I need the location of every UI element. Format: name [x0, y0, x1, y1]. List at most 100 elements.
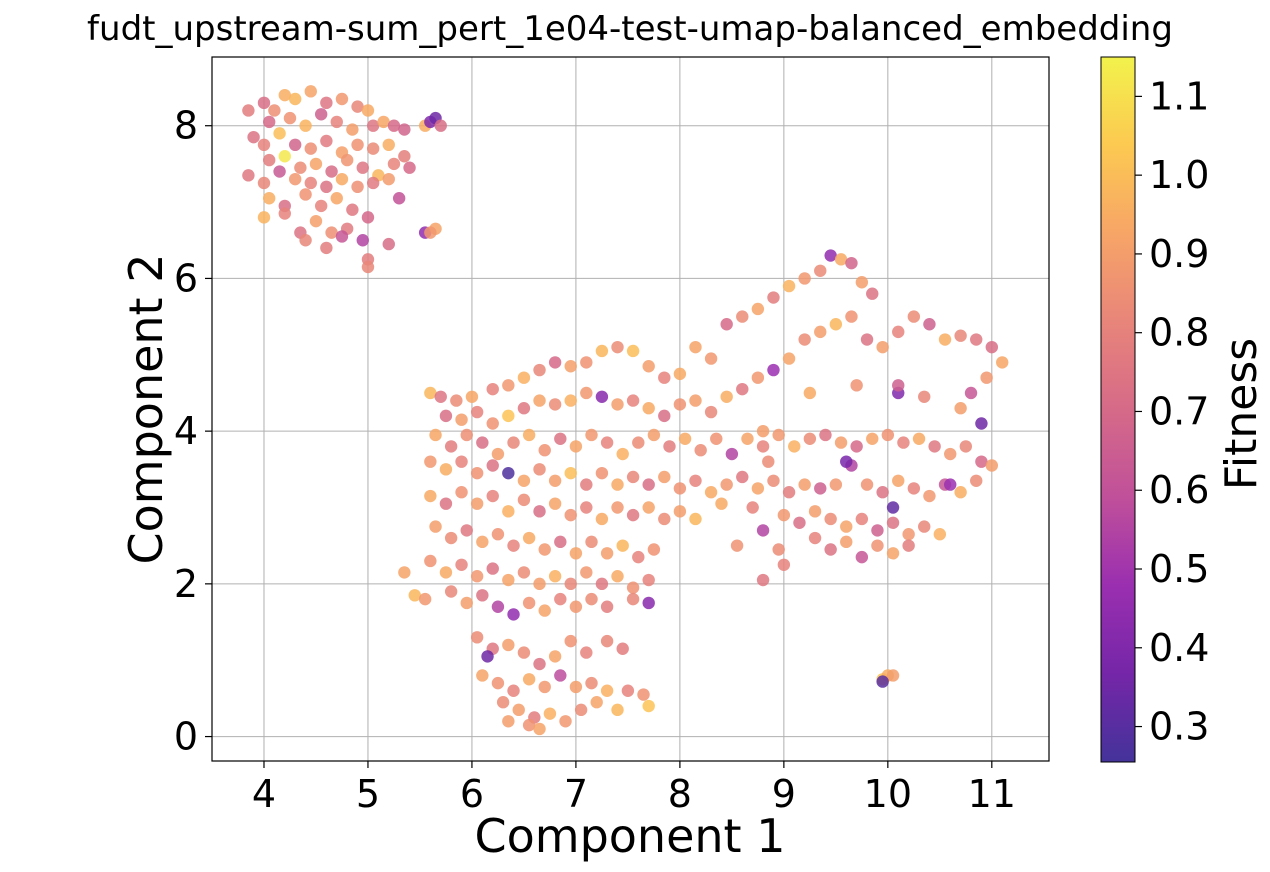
data-point [860, 478, 874, 491]
data-point [954, 329, 967, 342]
data-point [944, 447, 957, 461]
data-point [704, 352, 718, 365]
data-point [720, 478, 733, 491]
data-point [637, 688, 650, 701]
data-point [975, 417, 988, 430]
grid-lines [212, 57, 1049, 761]
data-point [621, 684, 635, 697]
data-point [600, 684, 614, 697]
data-point [496, 696, 510, 709]
data-point [923, 489, 936, 503]
data-point [470, 466, 484, 480]
data-point [262, 192, 276, 205]
data-point [954, 402, 967, 415]
data-point [663, 440, 676, 453]
data-point [616, 539, 629, 552]
x-tick-label: 5 [356, 772, 380, 816]
data-point [845, 310, 858, 323]
data-point [418, 592, 432, 606]
data-point [320, 180, 333, 194]
data-point [595, 390, 609, 403]
data-point [860, 333, 874, 346]
data-point [548, 570, 562, 583]
data-point [980, 371, 993, 384]
data-point [970, 474, 983, 487]
data-point [564, 466, 577, 480]
y-tick-label: 4 [174, 409, 198, 453]
data-point [673, 482, 687, 495]
data-point [767, 291, 780, 304]
data-point [335, 172, 349, 186]
data-point [377, 115, 390, 129]
data-point [600, 436, 614, 449]
data-point [819, 428, 832, 442]
data-point [429, 520, 442, 533]
data-point [304, 176, 317, 190]
data-point [533, 722, 546, 736]
data-point [564, 634, 577, 648]
data-point [366, 142, 380, 155]
data-point [803, 432, 817, 445]
data-point [658, 512, 671, 526]
data-point [548, 650, 562, 663]
data-point [736, 310, 749, 323]
data-point [876, 486, 889, 499]
data-point [242, 104, 255, 117]
data-point [814, 264, 827, 277]
data-point [242, 169, 255, 182]
data-point [798, 478, 811, 491]
data-point [434, 390, 447, 403]
data-point [320, 96, 333, 110]
data-point [522, 596, 536, 610]
data-point [470, 497, 484, 510]
data-point [455, 413, 468, 426]
data-point [517, 402, 531, 415]
data-point [455, 486, 468, 499]
data-point [351, 138, 364, 152]
data-point [507, 436, 520, 449]
data-point [444, 531, 458, 545]
data-point [366, 176, 380, 190]
data-point [299, 234, 312, 247]
data-point [595, 577, 609, 591]
data-point [751, 371, 765, 384]
data-point [975, 455, 988, 468]
data-point [907, 482, 921, 495]
data-point [325, 165, 338, 178]
data-point [938, 333, 952, 346]
data-point [611, 398, 624, 411]
data-point [912, 432, 926, 445]
colorbar-tick-label: 1.0 [1149, 153, 1209, 197]
data-point [689, 394, 702, 407]
data-point [569, 440, 583, 453]
data-point [616, 447, 629, 461]
data-point [611, 501, 624, 514]
data-point [746, 501, 759, 514]
data-point [522, 531, 536, 545]
data-point [434, 119, 447, 132]
x-ticks: 4 5 6 7 8 9 10 11 [252, 761, 1016, 816]
data-point [928, 440, 941, 453]
x-tick-label: 6 [460, 772, 484, 816]
data-point [886, 669, 900, 682]
data-point [361, 260, 375, 274]
data-point [647, 543, 661, 556]
data-point [725, 447, 739, 461]
data-point [736, 382, 749, 396]
data-point [429, 428, 442, 442]
data-point [455, 558, 468, 571]
data-point [580, 566, 593, 579]
x-tick-label: 4 [252, 772, 276, 816]
data-point [481, 650, 494, 663]
colorbar-tick-label: 0.9 [1149, 232, 1209, 276]
colorbar-tick-label: 0.3 [1149, 705, 1209, 749]
data-point [580, 386, 593, 400]
data-point [626, 470, 640, 484]
data-point [533, 363, 546, 377]
data-point [257, 176, 271, 190]
data-point [330, 192, 343, 205]
data-point [361, 211, 375, 224]
data-point [600, 634, 614, 648]
data-point [658, 470, 671, 484]
data-point [507, 539, 520, 552]
